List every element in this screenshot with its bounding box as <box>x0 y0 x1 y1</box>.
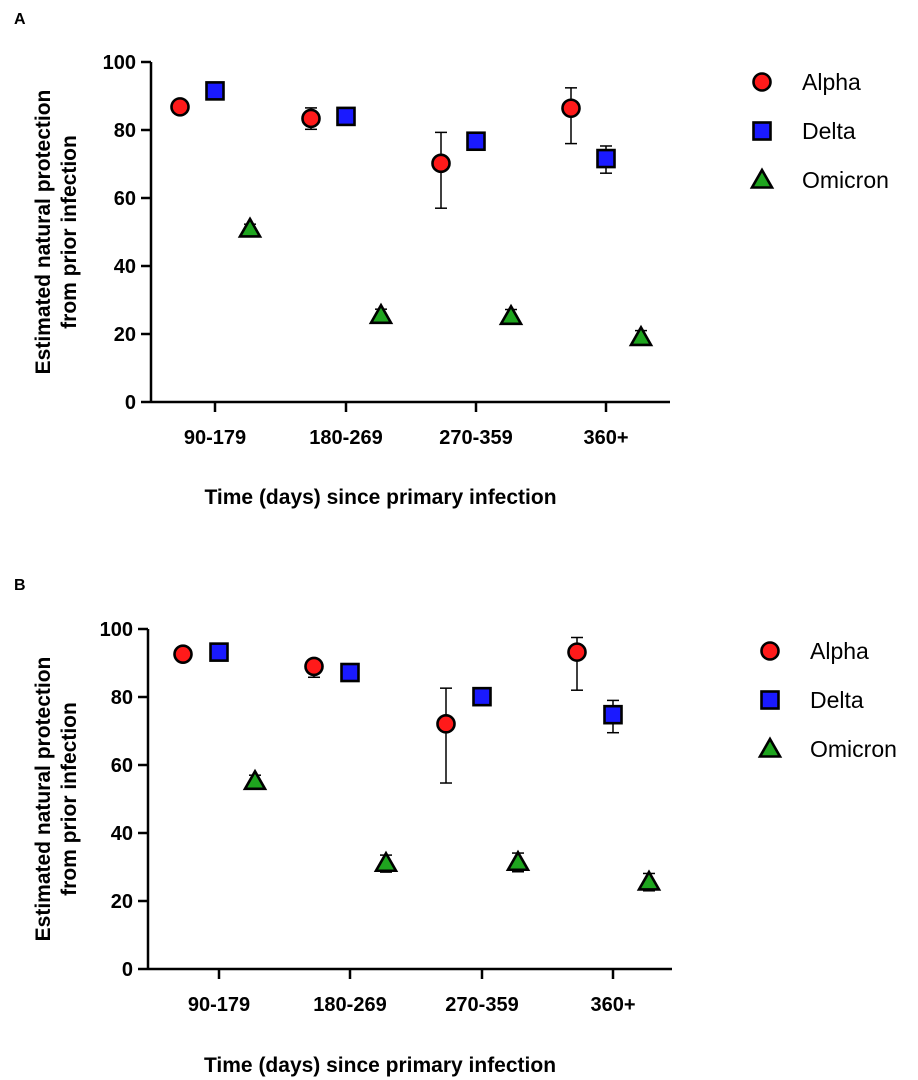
data-point-delta <box>205 81 225 101</box>
y-tick-label: 80 <box>111 687 133 709</box>
series-delta <box>209 642 623 734</box>
data-point-delta <box>466 131 486 152</box>
data-point-delta <box>596 148 616 169</box>
legend-marker-omicron <box>749 167 775 189</box>
y-tick-label: 80 <box>114 120 136 142</box>
x-axis-title: Time (days) since primary infection <box>204 486 556 509</box>
legend-label-alpha: Alpha <box>810 638 869 664</box>
data-point-omicron <box>368 302 394 325</box>
data-point-omicron <box>628 324 654 347</box>
y-tick-label: 0 <box>122 959 133 981</box>
data-point-alpha <box>431 153 451 174</box>
legend: Alpha Delta Omicron <box>757 638 897 762</box>
x-tick-label: 360+ <box>590 994 635 1016</box>
data-point-alpha <box>561 98 581 119</box>
x-tick-label: 180-269 <box>313 994 386 1016</box>
series-delta <box>205 81 616 174</box>
data-point-omicron <box>237 216 263 238</box>
y-tick-label: 100 <box>103 52 136 74</box>
y-tick-label: 0 <box>125 392 136 414</box>
y-axis-title-line: Estimated natural protection <box>32 90 55 375</box>
y-tick-label: 100 <box>100 619 133 641</box>
data-point-alpha <box>173 644 193 664</box>
data-point-omicron <box>242 768 268 791</box>
y-tick-label: 60 <box>111 755 133 777</box>
data-point-delta <box>209 642 229 662</box>
data-point-alpha <box>304 656 324 677</box>
x-tick-label: 270-359 <box>445 994 518 1016</box>
data-point-alpha <box>301 108 321 129</box>
y-axis-title: Estimated natural protection from prior i… <box>32 657 81 942</box>
x-tick-label: 90-179 <box>188 994 250 1016</box>
chart-panel-b: B 0 20 40 60 80 100 90-179 180-269 270-359 360+ Tim… <box>14 577 897 1077</box>
x-tick-label: 90-179 <box>184 427 246 449</box>
series-omicron <box>237 216 654 347</box>
y-tick-label: 40 <box>114 256 136 278</box>
y-tick-label: 40 <box>111 823 133 845</box>
x-axis-title: Time (days) since primary infection <box>204 1054 556 1077</box>
y-axis-title: Estimated natural protection from prior i… <box>32 90 81 375</box>
y-tick-label: 20 <box>111 891 133 913</box>
y-axis-title-line: Estimated natural protection <box>32 657 55 942</box>
legend-marker-alpha <box>752 72 772 92</box>
y-tick-label: 20 <box>114 324 136 346</box>
legend-label-alpha: Alpha <box>802 69 861 95</box>
x-tick-label: 180-269 <box>309 427 382 449</box>
panel-letter: B <box>14 577 26 594</box>
y-tick-label: 60 <box>114 188 136 210</box>
legend-label-delta: Delta <box>810 687 864 713</box>
legend-marker-omicron <box>757 736 783 758</box>
data-point-alpha <box>436 714 456 734</box>
data-point-delta <box>603 704 623 725</box>
data-point-omicron <box>636 869 662 891</box>
y-axis-title-line: from prior infection <box>58 135 81 329</box>
legend-marker-alpha <box>760 641 780 661</box>
legend-label-omicron: Omicron <box>810 736 897 762</box>
x-tick-label: 360+ <box>583 427 628 449</box>
data-point-alpha <box>567 642 587 662</box>
data-point-omicron <box>498 303 524 326</box>
legend: Alpha Delta Omicron <box>749 69 889 193</box>
legend-label-omicron: Omicron <box>802 167 889 193</box>
series-alpha <box>173 636 587 784</box>
data-point-delta <box>336 106 356 127</box>
x-tick-label: 270-359 <box>439 427 512 449</box>
legend-label-delta: Delta <box>802 118 856 144</box>
data-point-omicron <box>373 850 399 873</box>
y-axis-title-line: from prior infection <box>58 702 81 896</box>
series-alpha <box>170 87 581 209</box>
data-point-delta <box>472 686 492 707</box>
data-point-delta <box>340 662 360 683</box>
chart-panel-a: A 0 20 40 60 80 100 90-179 180-269 270-359 360+ Tim… <box>14 11 889 509</box>
panel-letter: A <box>14 11 26 28</box>
legend-marker-delta <box>752 121 772 141</box>
data-point-omicron <box>505 849 531 872</box>
data-point-alpha <box>170 97 190 117</box>
legend-marker-delta <box>760 690 780 710</box>
series-omicron <box>242 768 662 892</box>
